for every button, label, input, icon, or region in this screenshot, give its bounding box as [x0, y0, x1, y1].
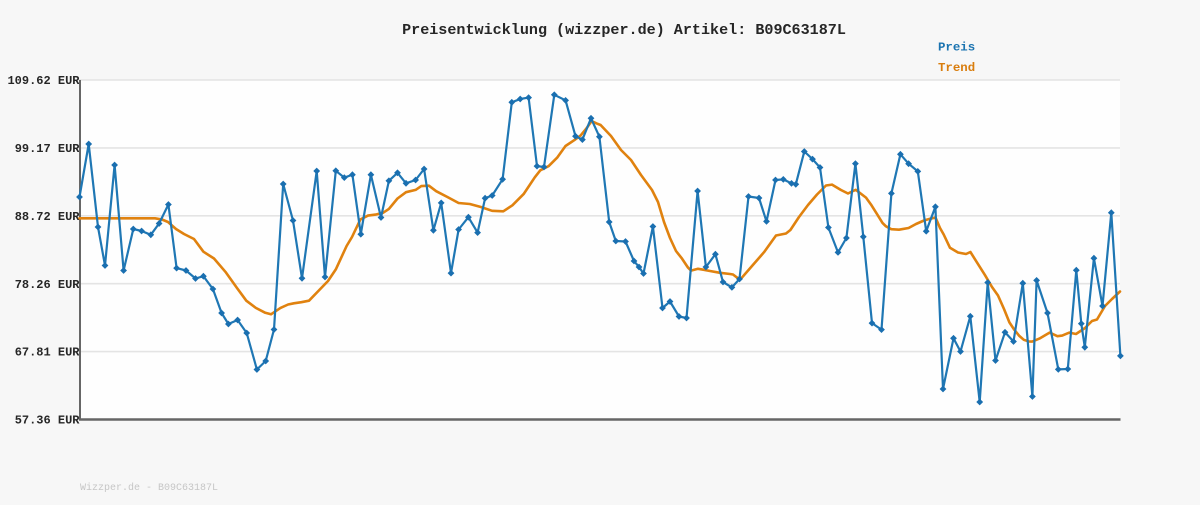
svg-text:78.26 EUR: 78.26 EUR: [15, 278, 81, 292]
svg-text:Trend: Trend: [938, 61, 975, 75]
svg-text:57.36 EUR: 57.36 EUR: [15, 414, 81, 428]
svg-text:Preisentwicklung (wizzper.de): Preisentwicklung (wizzper.de) Artikel: B…: [402, 21, 846, 39]
svg-text:109.62 EUR: 109.62 EUR: [7, 74, 80, 88]
svg-text:Preis: Preis: [938, 41, 975, 55]
svg-text:67.81 EUR: 67.81 EUR: [15, 346, 81, 360]
svg-text:88.72 EUR: 88.72 EUR: [15, 210, 81, 224]
svg-text:99.17 EUR: 99.17 EUR: [15, 142, 81, 156]
svg-text:Wizzper.de - B09C63187L: Wizzper.de - B09C63187L: [80, 482, 218, 494]
